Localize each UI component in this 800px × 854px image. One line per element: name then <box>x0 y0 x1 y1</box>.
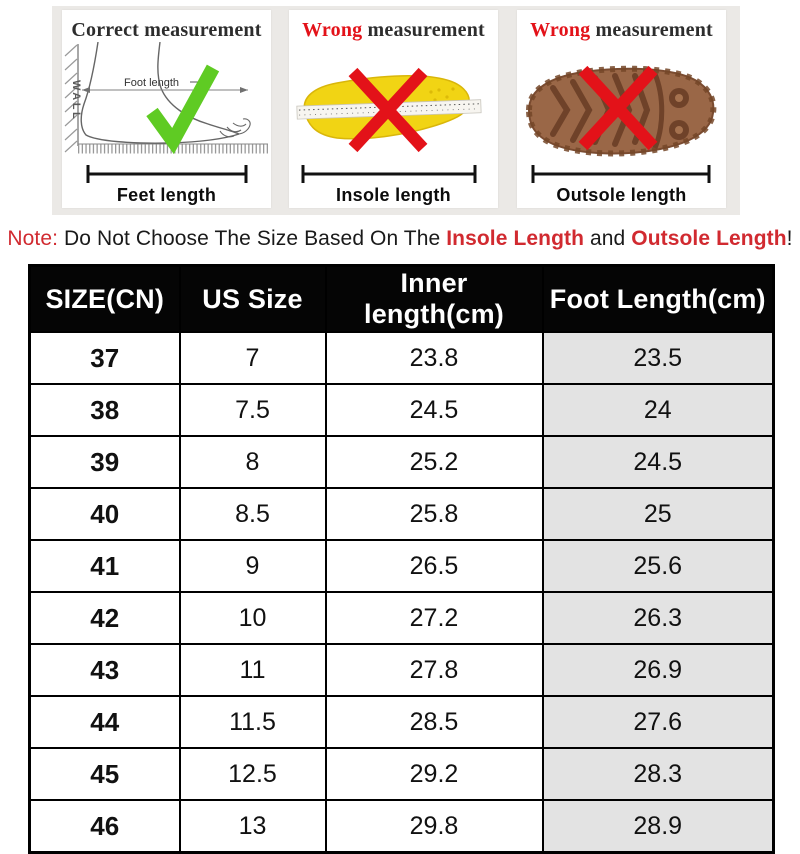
cell-size-cn: 44 <box>28 695 181 749</box>
header-size-cn: SIZE(CN) <box>28 264 181 333</box>
note-insole-highlight: Insole Length <box>446 227 585 250</box>
header-inner-length: Inner length(cm) <box>324 264 544 333</box>
size-table-header: SIZE(CN) US Size Inner length(cm) Foot L… <box>28 264 775 333</box>
cell-foot-length: 27.6 <box>541 695 775 749</box>
size-table-body: 37 7 23.8 23.5 38 7.5 24.5 24 39 8 25.2 <box>28 331 775 854</box>
panel-caption: Outsole length <box>556 185 687 205</box>
panel-title: Wrong measurement <box>289 19 498 41</box>
cell-inner-length: 29.8 <box>324 799 544 854</box>
insole-diagram <box>296 67 482 183</box>
table-row: 42 10 27.2 26.3 <box>28 591 775 645</box>
table-row: 41 9 26.5 25.6 <box>28 539 775 593</box>
dimension-arrow: Foot length <box>82 77 248 93</box>
cell-us-size: 8.5 <box>178 487 327 541</box>
cell-size-cn: 46 <box>28 799 181 854</box>
measurement-guide-band: Correct measurement WALL <box>52 6 740 215</box>
size-note: Note: Do Not Choose The Size Based On Th… <box>0 227 800 251</box>
wall-hatch-icon <box>64 44 79 153</box>
cell-size-cn: 40 <box>28 487 181 541</box>
cell-us-size: 8 <box>178 435 327 489</box>
cell-foot-length: 25 <box>541 487 775 541</box>
panel-wrong-outsole: Wrong measurement Outsole length <box>517 10 726 208</box>
table-row: 45 12.5 29.2 28.3 <box>28 747 775 801</box>
panel-title: Correct measurement <box>62 19 271 41</box>
header-foot-length: Foot Length(cm) <box>541 264 775 333</box>
length-bracket <box>531 165 711 183</box>
cell-size-cn: 45 <box>28 747 181 801</box>
header-us-size: US Size <box>178 264 327 333</box>
note-conjunction: and <box>584 227 632 250</box>
size-table: SIZE(CN) US Size Inner length(cm) Foot L… <box>28 264 775 854</box>
cell-inner-length: 24.5 <box>324 383 544 437</box>
table-row: 44 11.5 28.5 27.6 <box>28 695 775 749</box>
cell-foot-length: 24.5 <box>541 435 775 489</box>
cross-icon <box>578 65 658 151</box>
cell-foot-length: 28.3 <box>541 747 775 801</box>
panel-title-prefix: Correct <box>71 19 140 41</box>
cell-foot-length: 26.9 <box>541 643 775 697</box>
note-body: Do Not Choose The Size Based On The <box>58 227 447 250</box>
cell-us-size: 12.5 <box>178 747 327 801</box>
cell-size-cn: 37 <box>28 331 181 385</box>
cell-size-cn: 39 <box>28 435 181 489</box>
outsole-diagram <box>525 65 717 183</box>
table-row: 38 7.5 24.5 24 <box>28 383 775 437</box>
cell-us-size: 9 <box>178 539 327 593</box>
panel-title-rest: measurement <box>362 19 485 41</box>
wall-label: WALL <box>70 80 82 121</box>
cell-foot-length: 26.3 <box>541 591 775 645</box>
cell-size-cn: 38 <box>28 383 181 437</box>
cell-inner-length: 23.8 <box>324 331 544 385</box>
cell-inner-length: 28.5 <box>324 695 544 749</box>
panel-title-prefix: Wrong <box>302 19 363 41</box>
cell-us-size: 13 <box>178 799 327 854</box>
table-row: 39 8 25.2 24.5 <box>28 435 775 489</box>
panel-wrong-insole: Wrong measurement Insole length <box>289 10 498 208</box>
cell-foot-length: 24 <box>541 383 775 437</box>
note-outsole-highlight: Outsole Length <box>631 227 787 250</box>
cell-us-size: 7.5 <box>178 383 327 437</box>
cell-us-size: 11.5 <box>178 695 327 749</box>
note-suffix: ! <box>786 227 793 250</box>
foot-measurement-diagram: WALL Foot length <box>64 42 268 183</box>
panel-caption: Feet length <box>116 185 217 205</box>
cell-inner-length: 25.2 <box>324 435 544 489</box>
cell-inner-length: 27.8 <box>324 643 544 697</box>
table-row: 46 13 29.8 28.9 <box>28 799 775 854</box>
cell-inner-length: 27.2 <box>324 591 544 645</box>
table-row: 37 7 23.8 23.5 <box>28 331 775 385</box>
length-bracket <box>301 165 477 183</box>
panel-title: Wrong measurement <box>517 19 726 41</box>
panel-correct-measurement: Correct measurement WALL <box>62 10 271 208</box>
cell-size-cn: 43 <box>28 643 181 697</box>
panel-title-rest: measurement <box>139 19 262 41</box>
table-row: 43 11 27.8 26.9 <box>28 643 775 697</box>
cell-inner-length: 26.5 <box>324 539 544 593</box>
cross-icon <box>348 67 428 153</box>
cell-foot-length: 23.5 <box>541 331 775 385</box>
table-row: 40 8.5 25.8 25 <box>28 487 775 541</box>
cell-us-size: 10 <box>178 591 327 645</box>
cell-size-cn: 42 <box>28 591 181 645</box>
cell-us-size: 7 <box>178 331 327 385</box>
cell-inner-length: 29.2 <box>324 747 544 801</box>
cell-foot-length: 25.6 <box>541 539 775 593</box>
cell-inner-length: 25.8 <box>324 487 544 541</box>
panel-caption: Insole length <box>336 185 451 205</box>
panel-title-prefix: Wrong <box>530 19 591 41</box>
cell-us-size: 11 <box>178 643 327 697</box>
check-icon <box>146 64 220 155</box>
panel-title-rest: measurement <box>590 19 713 41</box>
length-bracket <box>86 165 248 183</box>
cell-foot-length: 28.9 <box>541 799 775 854</box>
foot-length-inner-label: Foot length <box>124 77 179 89</box>
note-prefix: Note: <box>7 227 59 250</box>
cell-size-cn: 41 <box>28 539 181 593</box>
